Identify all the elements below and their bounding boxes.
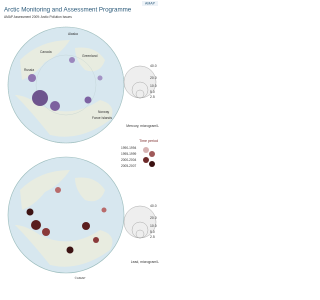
site-circle (84, 96, 92, 104)
land (75, 177, 105, 202)
graticule (35, 54, 97, 116)
site-circle (26, 208, 34, 216)
legend-swatch (143, 157, 149, 163)
legend-swatch (149, 161, 155, 167)
map-top: Alaska Canada Greenland Russia Norway Fa… (7, 26, 125, 144)
land (20, 40, 70, 80)
legend-tick: 40.0 (150, 64, 157, 68)
map-bottom (7, 156, 125, 274)
legend-swatch (143, 147, 149, 153)
site-circle (50, 101, 60, 111)
legend-tick: 5.0 (150, 90, 155, 94)
legend-tick: 10.0 (150, 84, 157, 88)
site-circle (32, 90, 48, 106)
legend-entry: 2000-2004 (121, 158, 136, 162)
map-label: Faroe Islands (92, 116, 112, 120)
legend-time: Time period 1990-1994 1995-1999 2000-200… (121, 139, 158, 168)
legend-top: 40.0 20.0 10.0 5.0 2.5 Mercury, microgra… (123, 64, 159, 128)
legend-tick: 40.0 (150, 204, 157, 208)
map-label: Norway (98, 110, 110, 114)
legend-entry: 1990-1994 (121, 146, 136, 150)
site-circle (82, 222, 90, 230)
legend-title: Mercury, microgram/L (126, 124, 159, 128)
subtitle: AMAP Assessment 2009: Arctic Pollution I… (4, 15, 72, 19)
graticule (7, 26, 125, 144)
legend-entry: 2005-2007 (121, 164, 136, 168)
legend-title: Lead, microgram/L (131, 260, 159, 264)
legend-entry: 1995-1999 (121, 152, 136, 156)
land (75, 47, 105, 72)
site-circle (97, 75, 103, 81)
legend-bottom: 40.0 20.0 10.0 5.0 2.5 Lead, microgram/L (123, 204, 159, 264)
legend-tick: 20.0 (150, 216, 157, 220)
site-circle (28, 74, 36, 82)
site-circle (69, 57, 75, 63)
legend-title: Time period (139, 139, 158, 143)
land (20, 170, 70, 210)
legend-circle (135, 229, 145, 239)
legend-tick: 2.5 (150, 95, 155, 99)
map-label: Canada (40, 50, 52, 54)
site-circle (55, 187, 61, 193)
site-circle (101, 207, 107, 213)
site-circle (66, 246, 74, 254)
credit: ©AMAP (75, 276, 86, 280)
map-label: Alaska (68, 32, 78, 36)
legend-swatch (149, 151, 155, 157)
legend-tick: 2.5 (150, 235, 155, 239)
title: Arctic Monitoring and Assessment Program… (4, 7, 132, 14)
logo: AMAP (145, 2, 156, 6)
site-circle (42, 228, 50, 236)
land (15, 225, 113, 267)
site-circle (93, 237, 99, 243)
legend-circle (135, 89, 145, 99)
map-label: Greenland (82, 54, 98, 58)
legend-tick: 5.0 (150, 230, 155, 234)
site-circle (31, 220, 41, 230)
legend-tick: 20.0 (150, 76, 157, 80)
logo-box (142, 1, 158, 6)
figure: Arctic Monitoring and Assessment Program… (4, 1, 159, 280)
legend-tick: 10.0 (150, 224, 157, 228)
map-label: Russia (24, 68, 34, 72)
